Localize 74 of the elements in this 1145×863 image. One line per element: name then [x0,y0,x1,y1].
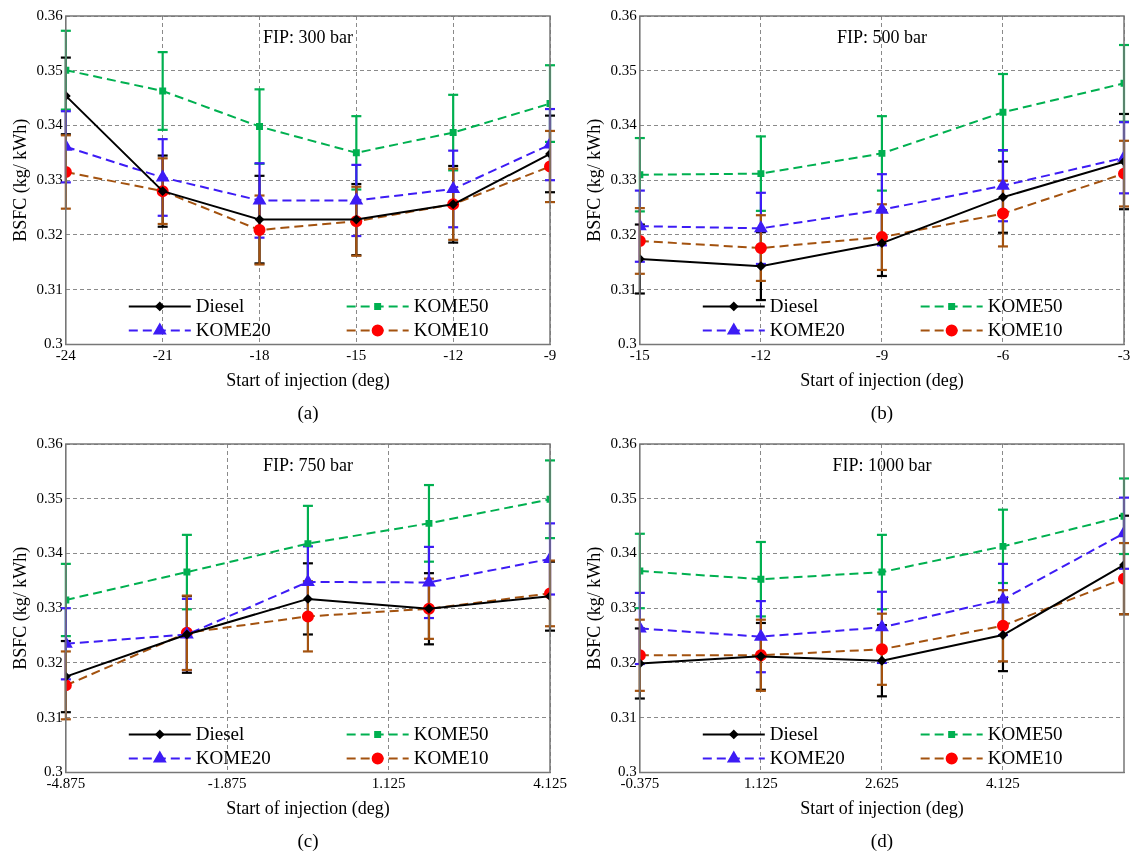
legend-label: KOME10 [987,319,1063,341]
legend-label: KOME10 [413,319,489,341]
x-tick-label: 4.125 [533,775,567,792]
y-tick-label: 0.31 [36,280,63,297]
y-tick-label: 0.32 [610,653,637,670]
legend-label: Diesel [195,723,245,745]
y-tick-label: 0.32 [36,653,63,670]
text: FIP: 750 bar [262,454,353,475]
text: (d) [870,829,893,852]
y-tick-label: 0.36 [36,6,64,23]
x-tick-label: 2.625 [865,775,899,792]
y-tick-label: 0.35 [36,489,63,506]
legend-label: Diesel [769,295,819,317]
y-tick-label: 0.35 [36,61,63,78]
y-tick-label: 0.32 [610,225,637,242]
x-tick-label: -9 [875,347,889,364]
x-tick-label: 4.125 [986,775,1020,792]
legend-label: KOME20 [769,319,845,341]
x-tick-label: -12 [750,347,771,364]
x-tick-label: -18 [249,347,270,364]
x-axis-title: Start of injection (deg) [800,369,964,391]
legend-label: Diesel [769,723,819,745]
x-tick-label: -21 [152,347,173,364]
y-tick-label: 0.34 [36,544,64,561]
legend-label: KOME50 [987,723,1063,745]
y-tick-label: 0.31 [610,280,637,297]
x-tick-label: -12 [443,347,464,364]
y-tick-label: 0.31 [36,708,63,725]
text: FIP: 1000 bar [832,454,932,475]
text: FIP: 300 bar [262,26,353,47]
y-tick-label: 0.34 [36,116,64,133]
y-axis-title: BSFC (kg/ kWh) [9,118,31,242]
y-tick-label: 0.34 [610,544,638,561]
legend-label: KOME20 [195,319,271,341]
y-tick-label: 0.36 [36,434,64,451]
y-axis-title: BSFC (kg/ kWh) [583,118,605,242]
text: (c) [297,829,319,852]
x-tick-label: -15 [346,347,367,364]
y-tick-label: 0.31 [610,708,637,725]
text: FIP: 500 bar [836,26,927,47]
y-tick-label: 0.35 [610,489,637,506]
x-tick-label: -24 [55,347,77,364]
x-axis-title: Start of injection (deg) [226,797,390,819]
x-tick-label: -1.875 [207,775,247,792]
legend-label: KOME10 [987,747,1063,769]
y-tick-label: 0.33 [610,171,637,188]
legend-label: KOME50 [413,295,489,317]
legend-label: Diesel [195,295,245,317]
text: (b) [870,401,893,424]
legend-label: KOME20 [769,747,845,769]
text: (a) [297,401,319,424]
x-axis-title: Start of injection (deg) [800,797,964,819]
y-axis-title: BSFC (kg/ kWh) [583,546,605,670]
y-tick-label: 0.36 [610,434,638,451]
legend-label: KOME50 [987,295,1063,317]
x-tick-label: 1.125 [744,775,778,792]
y-tick-label: 0.36 [610,6,638,23]
y-tick-label: 0.33 [610,599,637,616]
y-tick-label: 0.32 [36,225,63,242]
y-tick-label: 0.33 [36,599,63,616]
y-tick-label: 0.35 [610,61,637,78]
x-tick-label: -0.375 [620,775,660,792]
y-tick-label: 0.33 [36,171,63,188]
legend-label: KOME10 [413,747,489,769]
x-tick-label: -3 [1117,347,1131,364]
x-axis-title: Start of injection (deg) [226,369,390,391]
x-tick-label: -4.875 [46,775,86,792]
y-axis-title: BSFC (kg/ kWh) [9,546,31,670]
x-tick-label: -9 [543,347,557,364]
legend-label: KOME20 [195,747,271,769]
y-tick-label: 0.34 [610,116,638,133]
x-tick-label: 1.125 [371,775,406,792]
legend-label: KOME50 [413,723,489,745]
x-tick-label: -6 [996,347,1010,364]
